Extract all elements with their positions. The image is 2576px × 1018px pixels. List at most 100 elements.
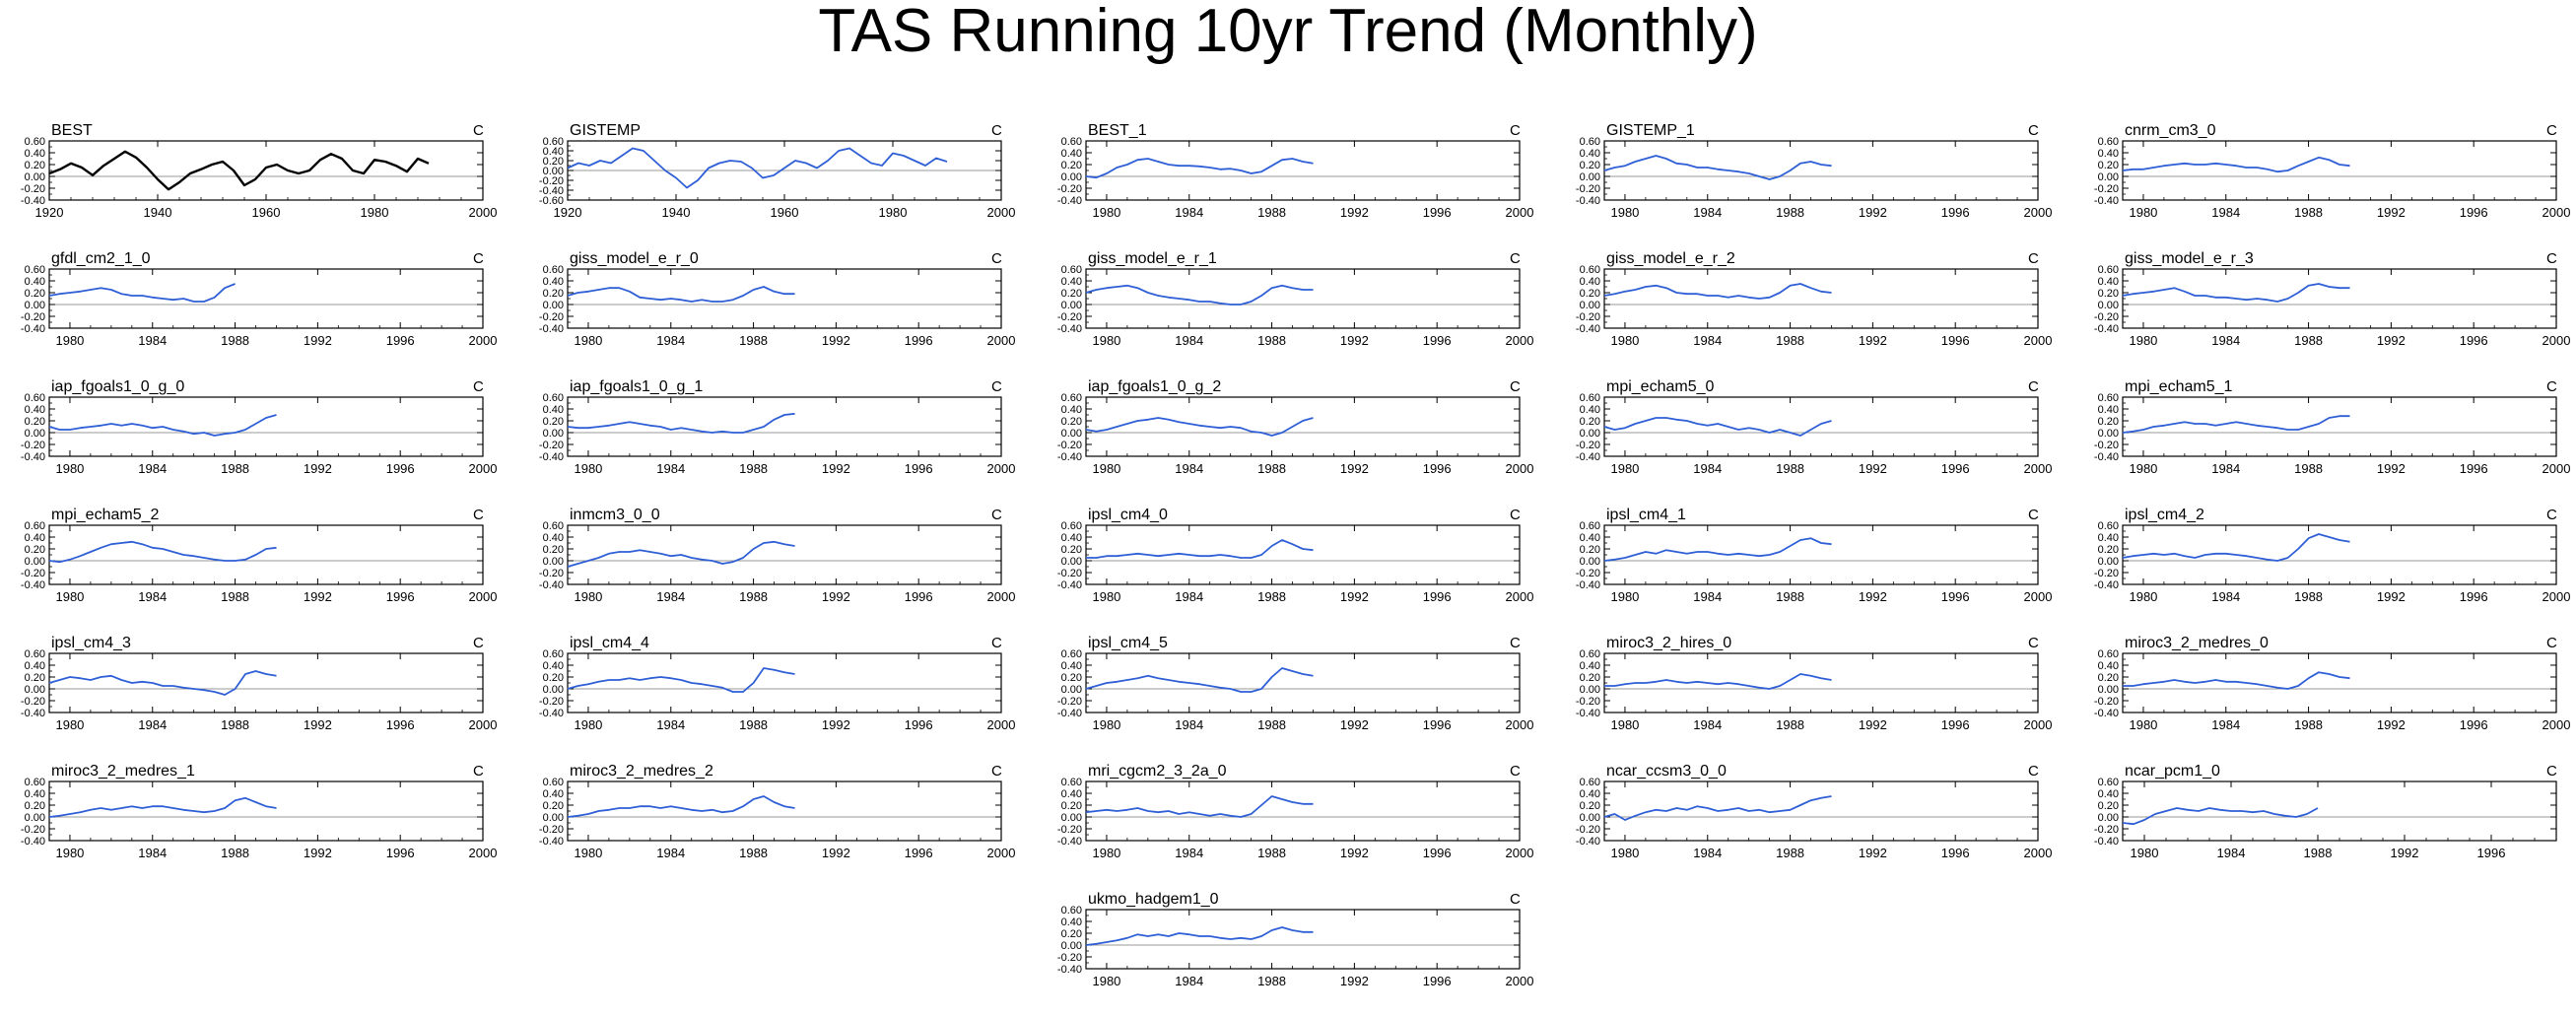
x-tick-label: 2000 (2542, 589, 2571, 604)
y-tick-label: -0.20 (1057, 568, 1082, 579)
y-tick-label: 0.40 (543, 146, 564, 158)
y-tick-label: -0.20 (539, 696, 564, 708)
x-tick-label: 2000 (2542, 205, 2571, 220)
x-tick-label: 1992 (1859, 717, 1887, 732)
x-tick-label: 2000 (469, 589, 498, 604)
y-tick-label: 0.40 (1580, 532, 1600, 544)
y-tick-label: 0.60 (543, 777, 564, 788)
x-tick-label: 1980 (2129, 333, 2157, 348)
x-tick-label: 1980 (55, 461, 84, 476)
panel-title: mpi_echam5_0 (1606, 378, 1715, 395)
series-line (1604, 673, 1832, 690)
x-tick-label: 1988 (1257, 974, 1286, 988)
panel-frame (1085, 909, 1521, 970)
y-tick-label: 0.20 (25, 416, 45, 428)
x-tick-label: 2000 (2542, 461, 2571, 476)
y-tick-label: -0.20 (1057, 440, 1082, 451)
y-tick-label: -0.40 (21, 323, 45, 335)
panel-title: gfdl_cm2_1_0 (51, 250, 151, 267)
y-tick-label: -0.20 (1576, 183, 1600, 195)
y-tick-label: 0.00 (1580, 812, 1600, 824)
panel-frame (1085, 652, 1521, 713)
x-tick-label: 1992 (822, 333, 850, 348)
y-tick-label: 0.00 (2098, 171, 2119, 183)
x-tick-label: 1984 (1693, 333, 1722, 348)
y-tick-label: 0.00 (1061, 171, 1082, 183)
y-tick-label: -0.20 (21, 183, 45, 195)
y-tick-label: -0.40 (21, 708, 45, 719)
panel-GISTEMP_1: GISTEMP_1 C -0.40-0.200.000.200.400.60 1980… (1576, 122, 2053, 220)
x-tick-label: 1992 (1340, 846, 1369, 860)
y-tick-label: 0.20 (543, 156, 564, 168)
panel-cnrm_cm3_0: cnrm_cm3_0 C -0.40-0.200.000.200.400.60 198… (2094, 122, 2571, 220)
x-tick-label: 1984 (1175, 846, 1203, 860)
y-tick-label: 0.00 (2098, 556, 2119, 568)
units-label: C (1510, 635, 1521, 651)
x-tick-label: 2000 (1506, 205, 1534, 220)
panel-giss_model_e_r_2: giss_model_e_r_2 C -0.40-0.200.000.200.400… (1576, 250, 2053, 348)
panel-title: GISTEMP (570, 122, 641, 139)
panel-title: mpi_echam5_2 (51, 507, 160, 523)
y-tick-label: 0.00 (1580, 300, 1600, 311)
y-tick-label: 0.20 (2098, 288, 2119, 300)
x-tick-label: 1988 (739, 461, 768, 476)
x-tick-label: 2000 (2024, 333, 2053, 348)
units-label: C (473, 635, 484, 651)
y-tick-label: -0.40 (1057, 836, 1082, 848)
y-tick-label: 0.40 (2098, 404, 2119, 416)
units-label: C (1510, 891, 1521, 908)
x-tick-label: 1980 (361, 205, 389, 220)
y-tick-label: -0.20 (1057, 824, 1082, 836)
panel-frame (48, 780, 484, 842)
y-tick-label: 0.20 (2098, 544, 2119, 556)
x-tick-label: 1992 (1859, 205, 1887, 220)
x-tick-label: 2000 (1506, 974, 1534, 988)
y-tick-label: -0.40 (2094, 323, 2119, 335)
y-tick-label: -0.40 (1576, 323, 1600, 335)
y-tick-label: -0.20 (2094, 824, 2119, 836)
panel-title: giss_model_e_r_2 (1606, 250, 1735, 267)
series-line (1603, 795, 1832, 821)
x-tick-label: 1992 (304, 717, 332, 732)
x-tick-label: 1988 (1257, 333, 1286, 348)
x-tick-label: 2000 (2024, 846, 2053, 860)
x-tick-label: 1992 (822, 846, 850, 860)
units-label: C (1510, 763, 1521, 780)
series-line (2122, 415, 2350, 434)
y-tick-label: 0.60 (2098, 392, 2119, 404)
x-tick-label: 1980 (1610, 717, 1639, 732)
x-tick-label: 1996 (1423, 974, 1452, 988)
x-tick-label: 1988 (221, 589, 249, 604)
series-line (2122, 533, 2350, 562)
series-line (1085, 284, 1314, 305)
x-tick-label: 2000 (1506, 461, 1534, 476)
y-tick-label: 0.60 (543, 264, 564, 276)
y-tick-label: -0.20 (1057, 183, 1082, 195)
y-tick-label: 0.60 (543, 648, 564, 660)
units-label: C (2546, 122, 2557, 139)
units-label: C (1510, 122, 1521, 139)
x-tick-label: 2000 (987, 461, 1016, 476)
units-label: C (473, 763, 484, 780)
y-tick-label: 0.60 (1061, 648, 1082, 660)
x-tick-label: 1992 (304, 846, 332, 860)
panel-mpi_echam5_0: mpi_echam5_0 C -0.40-0.200.000.200.400.60 1… (1576, 378, 2053, 476)
x-tick-label: 1980 (2129, 589, 2157, 604)
x-tick-label: 1984 (138, 717, 167, 732)
units-label: C (2546, 763, 2557, 780)
panel-title: miroc3_2_medres_1 (51, 763, 195, 780)
panel-frame (567, 396, 1002, 457)
y-tick-label: 0.60 (543, 520, 564, 532)
series-line (48, 540, 277, 564)
panel-frame (1603, 524, 2039, 585)
series-line (1085, 667, 1314, 693)
x-tick-label: 1996 (386, 717, 415, 732)
series-line (48, 283, 236, 303)
x-tick-label: 1984 (138, 333, 167, 348)
x-tick-label: 2000 (987, 333, 1016, 348)
panel-title: miroc3_2_medres_2 (570, 763, 713, 780)
y-tick-label: -0.40 (2094, 451, 2119, 463)
y-tick-label: -0.40 (2094, 708, 2119, 719)
series-line (567, 667, 795, 693)
panel-iap_fgoals1_0_g_1: iap_fgoals1_0_g_1 C -0.40-0.200.000.200.40… (539, 378, 1016, 476)
